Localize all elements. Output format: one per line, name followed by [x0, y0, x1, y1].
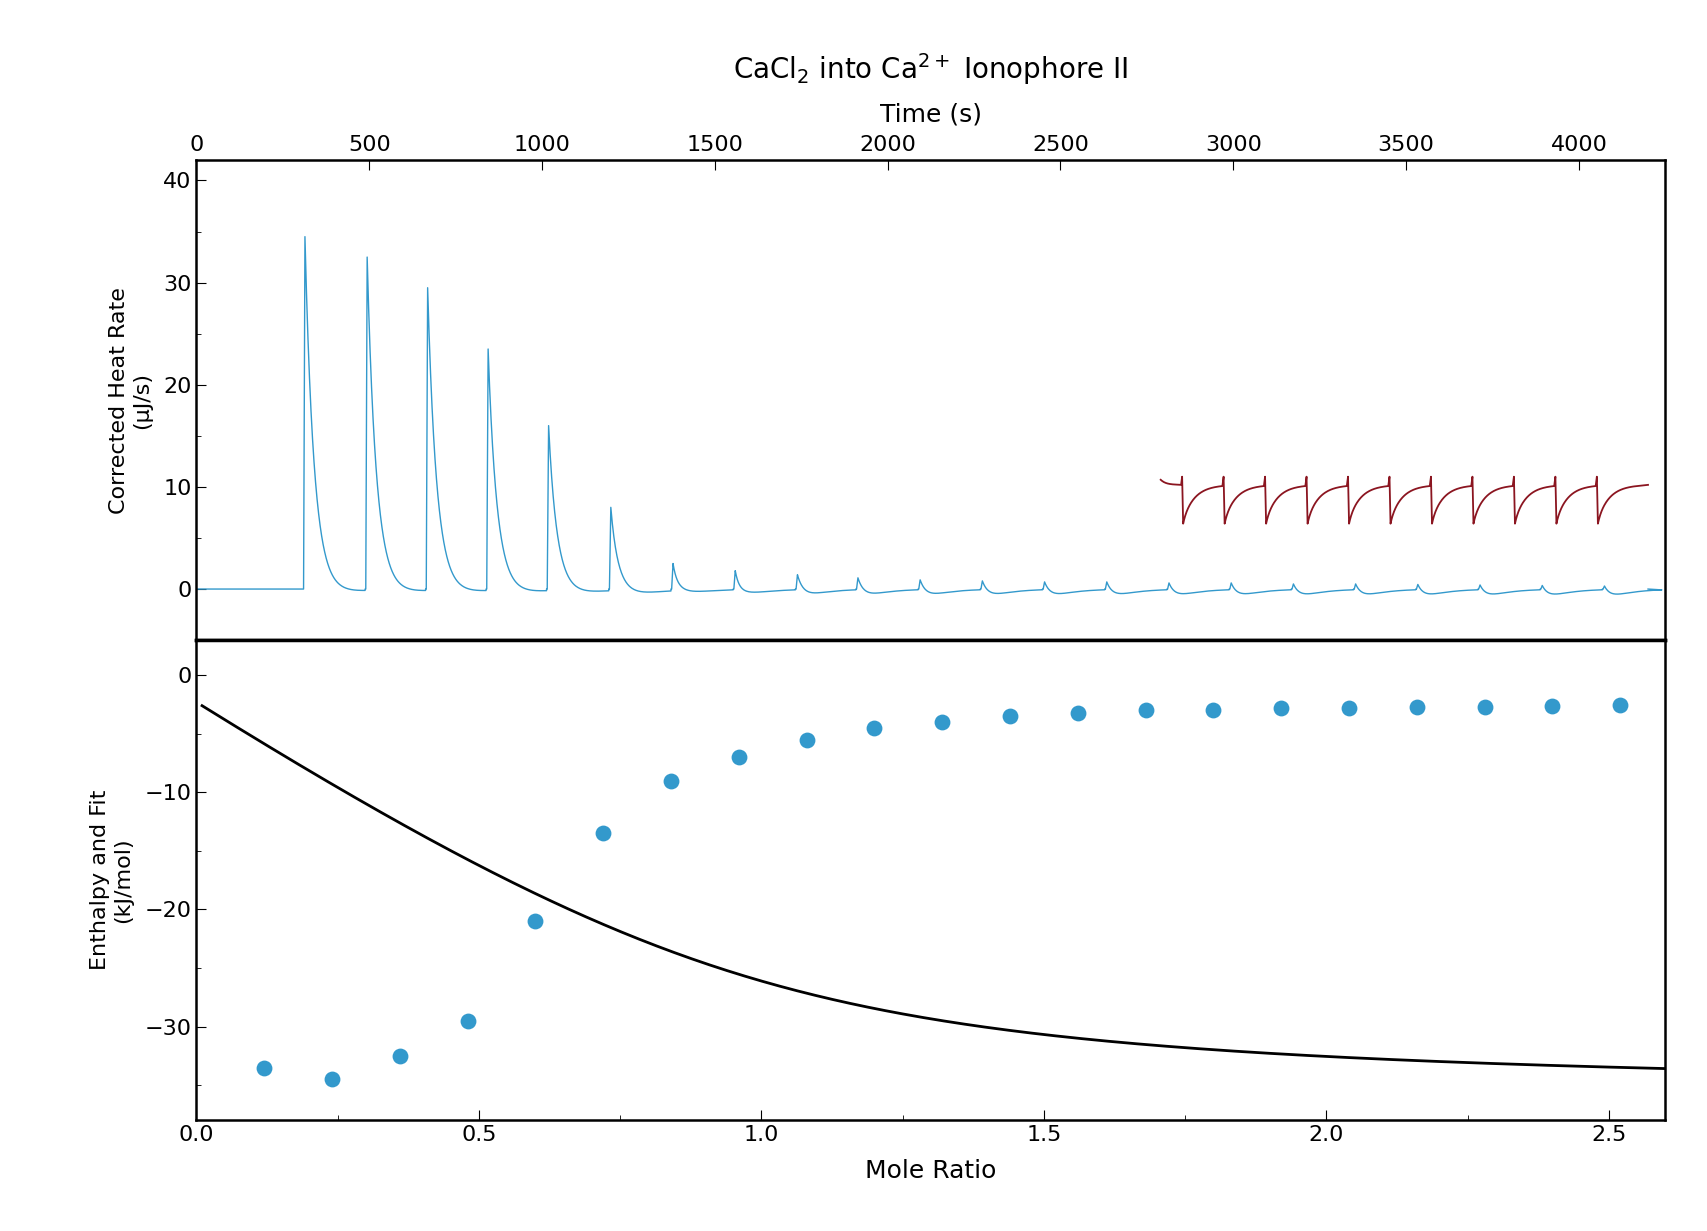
Point — [1401, 697, 1429, 716]
Point — [454, 1011, 481, 1030]
X-axis label: Time (s): Time (s) — [879, 102, 982, 127]
Point — [1470, 697, 1497, 716]
Y-axis label: Enthalpy and Fit
(kJ/mol): Enthalpy and Fit (kJ/mol) — [90, 790, 133, 970]
Point — [792, 730, 819, 750]
Point — [995, 707, 1022, 726]
Point — [1198, 700, 1226, 720]
Point — [725, 747, 753, 767]
Point — [251, 1057, 278, 1077]
Point — [521, 911, 548, 931]
Point — [1063, 703, 1091, 723]
X-axis label: Mole Ratio: Mole Ratio — [865, 1158, 995, 1183]
Point — [589, 824, 616, 843]
Point — [386, 1046, 413, 1066]
Point — [1538, 696, 1565, 715]
Point — [1267, 698, 1294, 718]
Point — [929, 713, 956, 732]
Point — [657, 771, 685, 790]
Y-axis label: Corrected Heat Rate
(µJ/s): Corrected Heat Rate (µJ/s) — [109, 287, 152, 513]
Point — [1132, 700, 1159, 720]
Point — [1606, 694, 1634, 714]
Point — [318, 1070, 345, 1089]
Point — [860, 718, 888, 737]
Title: CaCl$_2$ into Ca$^{2+}$ Ionophore II: CaCl$_2$ into Ca$^{2+}$ Ionophore II — [732, 52, 1128, 87]
Point — [1335, 698, 1362, 718]
